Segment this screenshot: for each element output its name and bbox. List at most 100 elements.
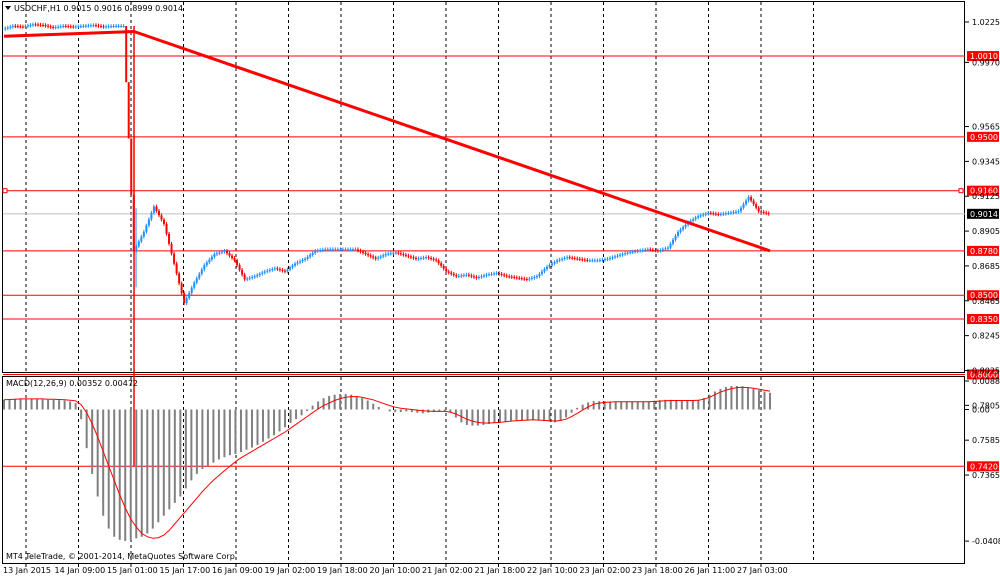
candle-body bbox=[523, 278, 526, 280]
candle-body bbox=[306, 256, 309, 259]
candle-body bbox=[321, 249, 324, 251]
candle-body bbox=[596, 260, 599, 262]
candle-body bbox=[362, 251, 365, 253]
candle-body bbox=[671, 239, 674, 244]
candle-body bbox=[510, 276, 513, 278]
candle-body bbox=[397, 252, 400, 254]
candle-body bbox=[79, 26, 82, 28]
candle-body bbox=[558, 259, 561, 261]
candle-body bbox=[417, 258, 420, 260]
time-label: 21 Jan 18:00 bbox=[475, 566, 526, 575]
level-tag bbox=[967, 314, 999, 324]
candle-body bbox=[266, 270, 269, 272]
price-label: 0.8025 bbox=[972, 366, 1000, 375]
candle-body bbox=[465, 274, 468, 276]
candle-body bbox=[326, 249, 329, 251]
candle-body bbox=[205, 262, 208, 266]
candle-body bbox=[608, 258, 611, 260]
candle-body bbox=[573, 258, 576, 260]
candle-body bbox=[67, 26, 70, 28]
candle-body bbox=[69, 26, 72, 28]
candle-body bbox=[538, 273, 541, 277]
candle-body bbox=[583, 259, 586, 261]
candle-body bbox=[553, 261, 556, 264]
price-label: 0.8905 bbox=[972, 227, 1000, 236]
candle-body bbox=[505, 275, 508, 277]
candle-body bbox=[566, 257, 569, 259]
candle-body bbox=[734, 211, 737, 213]
candle-body bbox=[273, 268, 276, 270]
candle-body bbox=[420, 258, 423, 260]
macd-axis-label: 0.00 bbox=[972, 406, 990, 415]
candle-body bbox=[732, 212, 735, 214]
candle-body bbox=[709, 212, 712, 214]
trend-line bbox=[133, 30, 771, 253]
candle-body bbox=[707, 212, 710, 214]
candle-body bbox=[34, 24, 37, 26]
candle-body bbox=[213, 254, 216, 257]
candle-body bbox=[740, 207, 743, 212]
candle-body bbox=[745, 200, 748, 205]
candles bbox=[4, 22, 770, 467]
time-label: 27 Jan 03:00 bbox=[737, 566, 788, 575]
candle-body bbox=[152, 206, 155, 213]
candle-body bbox=[200, 269, 203, 274]
candle-body bbox=[591, 260, 594, 262]
candle-body bbox=[208, 259, 211, 263]
current-price-label: 0.9014 bbox=[970, 210, 998, 219]
candle-body bbox=[588, 260, 591, 262]
candle-body bbox=[561, 258, 564, 260]
candle-body bbox=[495, 273, 498, 275]
candle-body bbox=[24, 26, 27, 28]
candle-body bbox=[694, 217, 697, 220]
candle-body bbox=[231, 255, 234, 259]
candle-body bbox=[311, 252, 314, 255]
level-tag bbox=[967, 461, 999, 472]
candle-body bbox=[679, 229, 682, 232]
candle-body bbox=[445, 268, 448, 272]
price-label: 0.9345 bbox=[972, 157, 1000, 166]
candle-body bbox=[533, 277, 536, 279]
candle-body bbox=[248, 277, 251, 279]
candle-body bbox=[9, 26, 12, 28]
candle-body bbox=[304, 258, 307, 260]
candle-body bbox=[601, 259, 604, 261]
candle-body bbox=[747, 197, 750, 201]
level-label: 0.9500 bbox=[970, 133, 998, 142]
candle-body bbox=[581, 259, 584, 261]
price-label: 0.8465 bbox=[972, 297, 1000, 306]
candle-body bbox=[467, 274, 470, 276]
candle-body bbox=[586, 259, 589, 261]
candle-body bbox=[614, 256, 617, 258]
candle-body bbox=[180, 283, 183, 294]
time-label: 16 Jan 09:00 bbox=[212, 566, 263, 575]
candle-body bbox=[641, 250, 644, 252]
time-label: 23 Jan 02:00 bbox=[580, 566, 631, 575]
candle-body bbox=[4, 28, 7, 30]
candle-body bbox=[31, 24, 34, 26]
candle-body bbox=[568, 257, 571, 259]
candle-body bbox=[551, 263, 554, 266]
price-label: 0.7585 bbox=[972, 436, 1000, 445]
candle-body bbox=[702, 214, 705, 216]
candle-body bbox=[528, 278, 531, 280]
candle-body bbox=[296, 262, 299, 264]
time-label: 14 Jan 09:00 bbox=[55, 566, 106, 575]
price-label: 0.8685 bbox=[972, 262, 1000, 271]
candle-body bbox=[228, 253, 231, 256]
candle-body bbox=[540, 271, 543, 274]
candle-body bbox=[483, 275, 486, 277]
chart-header: USDCHF,H1 0.9015 0.9016 0.8999 0.9014 bbox=[14, 4, 183, 13]
candle-body bbox=[331, 249, 334, 251]
candle-body bbox=[183, 293, 186, 304]
candle-body bbox=[513, 277, 516, 279]
candle-body bbox=[485, 274, 488, 276]
candle-body bbox=[256, 275, 259, 277]
level-label: 1.0010 bbox=[970, 52, 998, 61]
candle-body bbox=[460, 275, 463, 277]
level-tag bbox=[967, 131, 999, 142]
candle-body bbox=[314, 250, 317, 253]
candle-body bbox=[344, 249, 347, 251]
candle-body bbox=[170, 243, 173, 254]
header-triangle-icon bbox=[5, 6, 11, 10]
